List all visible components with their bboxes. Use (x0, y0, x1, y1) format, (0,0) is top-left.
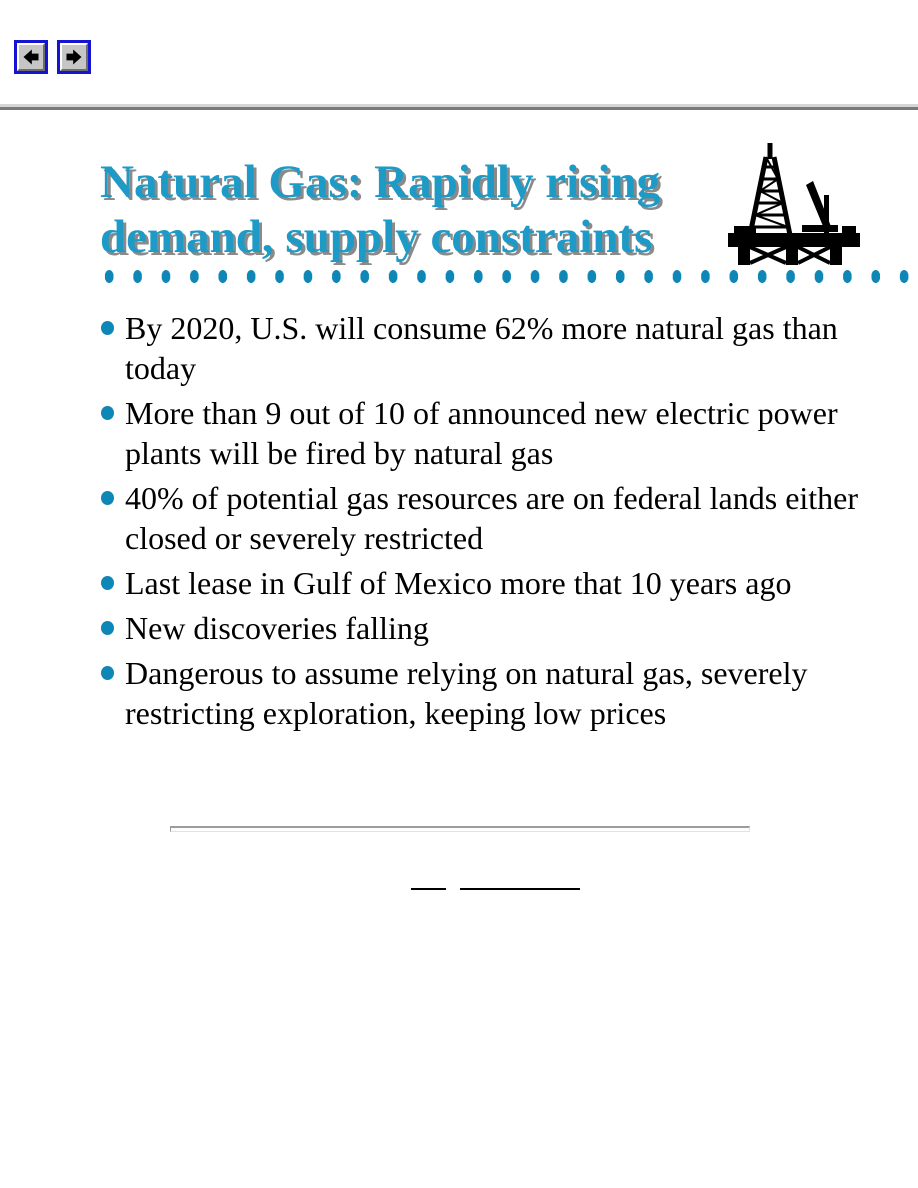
footer-link-1[interactable] (411, 888, 446, 890)
top-horizontal-rule (0, 103, 918, 110)
title-line-2: demand, supply constraints (100, 211, 653, 263)
previous-slide-button[interactable] (14, 40, 48, 74)
list-item: Last lease in Gulf of Mexico more that 1… (97, 563, 905, 603)
dotted-separator (95, 268, 918, 285)
list-item: 40% of potential gas resources are on fe… (97, 478, 905, 558)
right-arrow-icon (66, 49, 82, 65)
next-slide-button[interactable] (57, 40, 91, 74)
bullet-text: New discoveries falling (125, 610, 429, 646)
bullet-text: Last lease in Gulf of Mexico more that 1… (125, 565, 792, 601)
title-line-1: Natural Gas: Rapidly rising (100, 156, 661, 208)
footer-link-2[interactable] (460, 888, 580, 890)
slide-navigation (14, 40, 91, 74)
list-item: By 2020, U.S. will consume 62% more natu… (97, 308, 905, 388)
button-bevel (17, 43, 45, 71)
list-item: Dangerous to assume relying on natural g… (97, 653, 905, 733)
page-title: Natural Gas: Rapidly rising demand, supp… (100, 155, 740, 265)
list-item: More than 9 out of 10 of announced new e… (97, 393, 905, 473)
left-arrow-icon (23, 49, 39, 65)
bullet-text: More than 9 out of 10 of announced new e… (125, 395, 838, 471)
list-item: New discoveries falling (97, 608, 905, 648)
bullet-text: By 2020, U.S. will consume 62% more natu… (125, 310, 838, 386)
oil-rig-icon (726, 141, 862, 270)
bullet-list: By 2020, U.S. will consume 62% more natu… (97, 308, 889, 738)
bullet-text: Dangerous to assume relying on natural g… (125, 655, 808, 731)
button-bevel (60, 43, 88, 71)
bullet-text: 40% of potential gas resources are on fe… (125, 480, 859, 556)
footer-horizontal-rule (170, 826, 750, 832)
